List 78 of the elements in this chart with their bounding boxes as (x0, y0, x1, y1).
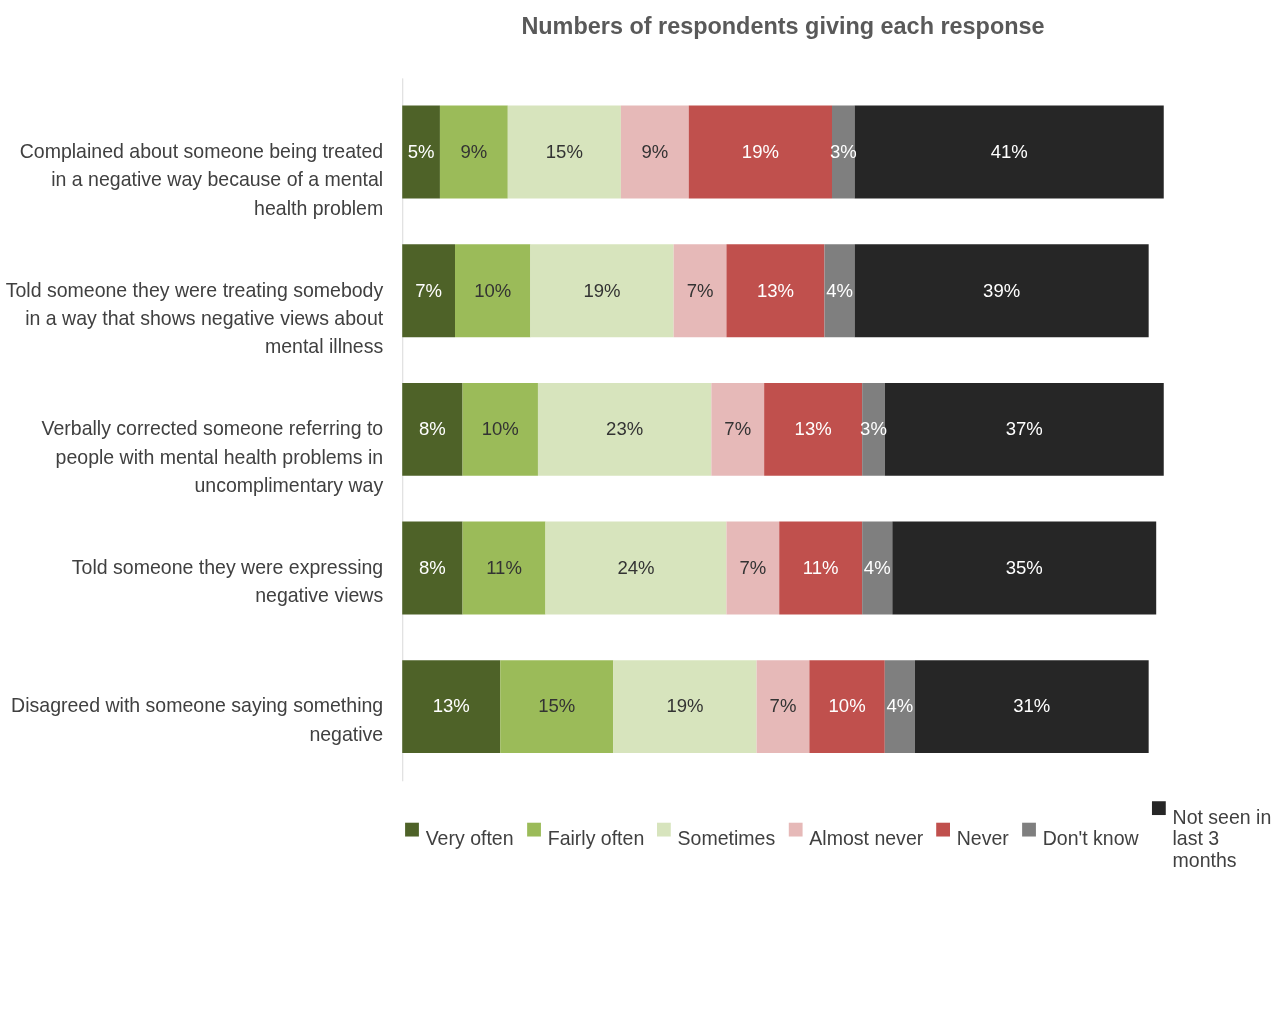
data-label: 10% (474, 279, 512, 301)
bar (884, 660, 915, 754)
bar (892, 521, 1157, 615)
data-label: 8% (419, 556, 446, 578)
bar (537, 382, 712, 476)
legend-label: Not seen in last 3 months (1172, 805, 1272, 871)
y-tick-label: Complained about someone being treated in a negative way because of a mental health problem (19, 139, 384, 219)
bar (455, 244, 531, 338)
bar (507, 105, 621, 199)
data-label: 7% (739, 556, 767, 578)
data-label: 41% (990, 140, 1028, 162)
y-tick-label: Told someone they were treating somebody in a way that shows negative views about mental illness (5, 278, 384, 358)
bar (726, 521, 780, 615)
bar (711, 382, 765, 476)
data-label: 39% (983, 279, 1021, 301)
bar (402, 521, 463, 615)
chart-title: Numbers of respondents giving each response (521, 12, 1045, 39)
bar (809, 660, 885, 754)
data-label: 8% (419, 418, 446, 440)
data-label: 10% (481, 418, 519, 440)
data-label: 19% (583, 279, 621, 301)
legend-label: Don't know (1042, 827, 1140, 850)
bar (854, 105, 1164, 199)
bar (402, 244, 456, 338)
bar (764, 382, 863, 476)
data-label: 13% (756, 279, 794, 301)
bar (462, 382, 538, 476)
legend-label: Fairly often (547, 827, 645, 850)
data-label: 19% (666, 695, 704, 717)
bar (402, 382, 463, 476)
bar (688, 105, 832, 199)
bar (402, 660, 501, 754)
data-label: 5% (407, 140, 435, 162)
bar (530, 244, 674, 338)
y-tick-label: Told someone they were expressing negative views (71, 555, 384, 607)
data-label: 9% (460, 140, 488, 162)
data-label: 35% (1005, 556, 1043, 578)
bar (402, 105, 440, 199)
data-label: 10% (828, 695, 866, 717)
bar (779, 521, 863, 615)
data-label: 37% (1005, 418, 1043, 440)
data-label: 13% (794, 418, 832, 440)
data-label: 4% (826, 279, 853, 301)
bar (824, 244, 855, 338)
data-label: 11% (802, 556, 839, 578)
data-label: 7% (724, 418, 752, 440)
bar (914, 660, 1149, 754)
data-label: 7% (415, 279, 443, 301)
data-label: 24% (617, 556, 655, 578)
y-tick-label: Verbally corrected someone referring to people with mental health problems in uncomplimentary way (41, 417, 384, 496)
data-label: 7% (686, 279, 714, 301)
data-label: 7% (769, 695, 797, 717)
data-label: 9% (641, 140, 669, 162)
bar (439, 105, 508, 199)
data-label: 4% (886, 695, 914, 717)
y-tick-label: Disagreed with someone saying something negative (11, 694, 384, 745)
legend-label: Never (956, 827, 1010, 850)
legend-label: Almost never (809, 827, 924, 850)
data-label: 23% (606, 418, 644, 440)
data-label: 15% (545, 140, 583, 162)
bar (462, 521, 546, 615)
data-label: 4% (863, 556, 891, 578)
bar (756, 660, 810, 754)
data-label: 11% (486, 556, 522, 578)
data-label: 15% (538, 695, 576, 717)
bar (862, 521, 893, 615)
bar (726, 244, 825, 338)
bar (500, 660, 614, 754)
bar (620, 105, 689, 199)
data-label: 19% (741, 140, 779, 162)
bar (613, 660, 757, 754)
data-label: 13% (432, 695, 470, 717)
bar (854, 244, 1149, 338)
legend-label: Very often (425, 827, 514, 850)
data-label: 31% (1013, 695, 1051, 717)
bar (673, 244, 727, 338)
bar (545, 521, 727, 615)
legend-label: Sometimes (677, 827, 776, 850)
